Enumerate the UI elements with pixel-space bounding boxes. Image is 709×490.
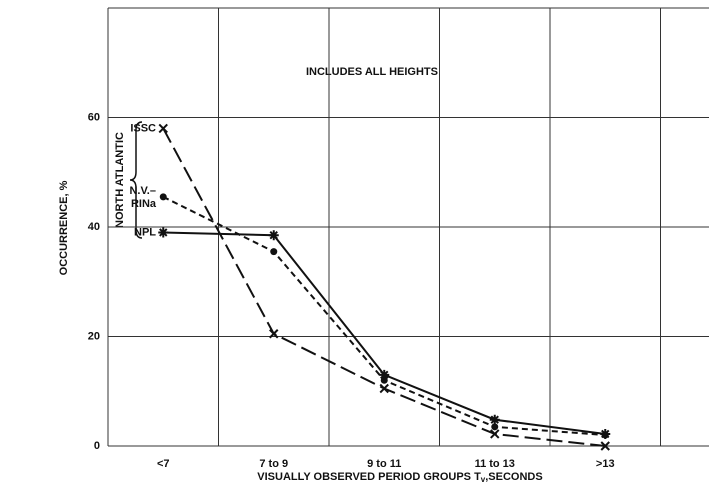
group-label: NORTH ATLANTIC <box>114 132 126 228</box>
y-tick-label: 40 <box>88 221 100 233</box>
marker <box>269 329 279 339</box>
marker <box>270 248 278 256</box>
marker <box>379 383 389 394</box>
y-tick-label: 0 <box>94 440 100 452</box>
marker <box>158 227 169 238</box>
annotation: INCLUDES ALL HEIGHTS <box>306 66 438 78</box>
marker <box>158 123 168 134</box>
series-label: N.V.– RINa <box>129 185 156 210</box>
x-tick-label: 11 to 13 <box>475 458 515 470</box>
x-tick-label: 7 to 9 <box>259 458 288 470</box>
marker <box>491 423 499 431</box>
marker <box>600 428 611 439</box>
marker <box>489 414 500 425</box>
marker <box>268 230 279 241</box>
marker <box>379 369 390 380</box>
y-tick-label: 60 <box>88 111 100 123</box>
y-tick-label: 20 <box>88 330 100 342</box>
marker <box>490 429 500 439</box>
series-label: NPL <box>134 226 156 238</box>
x-tick-label: <7 <box>157 458 170 470</box>
marker <box>380 376 388 384</box>
brace <box>129 121 143 239</box>
x-axis-label: VISUALLY OBSERVED PERIOD GROUPS Tv,SECON… <box>257 471 542 484</box>
marker <box>159 193 167 201</box>
x-tick-label: >13 <box>596 458 615 470</box>
series-line <box>163 231 606 435</box>
marker <box>600 441 610 451</box>
series-label: ISSC <box>130 122 156 134</box>
series-line <box>162 195 606 437</box>
y-axis-label: OCCURRENCE, % <box>58 180 70 275</box>
x-tick-label: 9 to 11 <box>367 458 401 470</box>
series-line <box>162 127 606 447</box>
